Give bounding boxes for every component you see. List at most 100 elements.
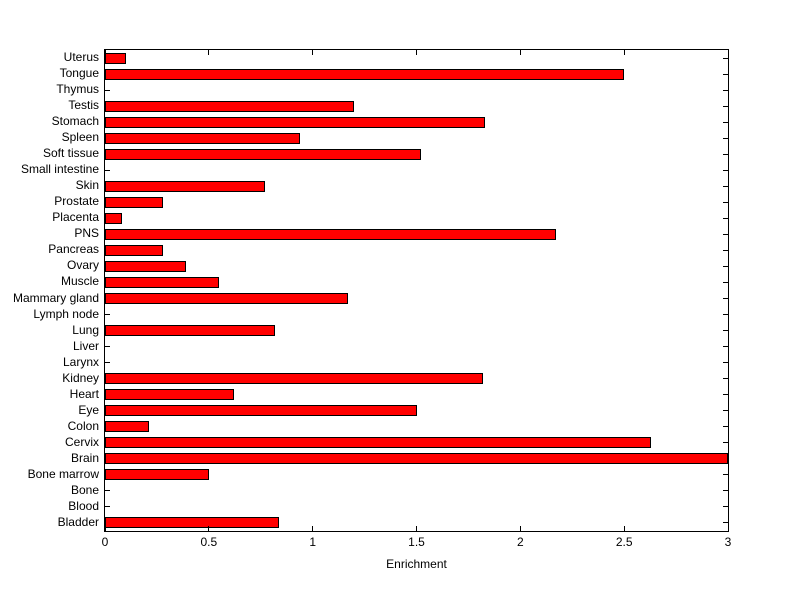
y-tick-mark — [723, 265, 728, 267]
bar-lung — [105, 325, 276, 337]
y-axis-category-label: Muscle — [60, 274, 99, 289]
bar-spleen — [105, 132, 301, 144]
x-tick-mark — [416, 526, 417, 531]
y-axis-category-label: Bone marrow — [27, 466, 99, 481]
y-tick-mark — [105, 314, 110, 316]
bar-bladder — [105, 517, 280, 529]
y-tick-mark — [105, 506, 110, 508]
y-axis-category-label: Prostate — [54, 194, 99, 209]
x-tick-mark — [104, 526, 106, 531]
x-tick-mark — [519, 526, 521, 531]
y-tick-mark — [105, 169, 110, 171]
y-axis-category-label: Ovary — [66, 258, 99, 273]
x-tick-mark — [208, 526, 210, 531]
y-axis-category-label: Uterus — [63, 50, 99, 65]
x-tick-mark — [623, 50, 625, 55]
x-tick-mark — [104, 50, 106, 55]
y-tick-mark — [723, 121, 728, 123]
y-tick-mark — [723, 378, 728, 380]
y-tick-mark — [723, 233, 728, 235]
y-tick-mark — [723, 330, 728, 332]
y-axis-category-label: Thymus — [56, 82, 99, 97]
y-axis-category-label: Lymph node — [33, 306, 99, 321]
x-axis-tick-label: 2.5 — [615, 535, 633, 549]
bar-tongue — [105, 68, 625, 80]
bar-skin — [105, 180, 265, 192]
y-tick-mark — [723, 522, 728, 524]
y-tick-mark — [723, 73, 728, 75]
y-tick-mark — [723, 169, 728, 171]
bar-bone-marrow — [105, 469, 209, 481]
y-tick-mark — [723, 57, 728, 59]
y-axis-category-label: Eye — [78, 402, 99, 417]
plot-area — [104, 49, 729, 532]
y-axis-category-label: Stomach — [51, 114, 99, 129]
bar-kidney — [105, 373, 483, 385]
y-axis-category-label: Tongue — [59, 66, 99, 81]
y-axis-labels: Uterus Tongue Thymus Testis Stomach Spleen Sof… — [0, 49, 99, 530]
y-axis-category-label: Liver — [72, 338, 99, 353]
x-axis-tick-label: 3 — [724, 535, 732, 549]
y-tick-mark — [723, 105, 728, 107]
y-tick-mark — [723, 298, 728, 300]
bar-muscle — [105, 276, 220, 288]
x-tick-mark — [208, 50, 210, 55]
x-axis-tick-labels: 0 0.5 1 1.5 2 2.5 3 — [102, 535, 732, 551]
x-axis-tick-label: 1.5 — [408, 535, 425, 549]
bar-testis — [105, 100, 355, 112]
bar-uterus — [105, 52, 126, 64]
x-axis-tick-label: 1 — [309, 535, 316, 549]
y-axis-category-label: Cervix — [64, 434, 99, 449]
y-axis-category-label: Mammary gland — [12, 290, 99, 305]
y-tick-mark — [723, 346, 728, 348]
y-tick-mark — [105, 89, 110, 91]
y-axis-category-label: PNS — [74, 226, 99, 241]
y-axis-category-label: Heart — [69, 386, 99, 401]
y-axis-category-label: Lung — [72, 322, 99, 337]
y-tick-mark — [723, 314, 728, 316]
y-axis-category-label: Bone — [70, 482, 99, 497]
y-axis-category-label: Blood — [68, 498, 99, 513]
y-tick-mark — [105, 490, 110, 492]
bar-ovary — [105, 260, 186, 272]
x-tick-mark — [727, 526, 729, 531]
x-axis-title: Enrichment — [386, 557, 447, 571]
bar-soft-tissue — [105, 148, 421, 160]
y-tick-mark — [723, 394, 728, 396]
bar-placenta — [105, 212, 122, 224]
y-axis-category-label: Small intestine — [20, 162, 99, 177]
bar-mammary-gland — [105, 293, 348, 305]
bar-heart — [105, 389, 234, 401]
x-tick-mark — [623, 526, 625, 531]
x-tick-mark — [519, 50, 521, 55]
x-tick-mark — [727, 50, 729, 55]
bar-stomach — [105, 116, 486, 128]
x-tick-mark — [416, 50, 417, 55]
y-tick-mark — [723, 442, 728, 444]
y-axis-category-label: Colon — [67, 418, 99, 433]
y-tick-mark — [723, 426, 728, 428]
y-tick-mark — [723, 281, 728, 283]
x-tick-mark — [312, 526, 314, 531]
y-axis-category-label: Brain — [70, 450, 99, 465]
y-tick-mark — [723, 185, 728, 187]
y-tick-mark — [723, 89, 728, 91]
y-axis-category-label: Testis — [68, 98, 99, 113]
bar-prostate — [105, 196, 164, 208]
y-axis-category-label: Larynx — [62, 354, 99, 369]
y-axis-category-label: Soft tissue — [42, 146, 99, 161]
y-tick-mark — [105, 346, 110, 348]
y-axis-category-label: Pancreas — [48, 242, 99, 257]
y-axis-category-label: Bladder — [57, 514, 99, 529]
y-tick-mark — [723, 490, 728, 492]
y-axis-category-label: Kidney — [62, 370, 99, 385]
y-tick-mark — [723, 201, 728, 203]
y-tick-mark — [723, 249, 728, 251]
y-tick-mark — [723, 217, 728, 219]
y-tick-mark — [723, 506, 728, 508]
y-axis-category-label: Placenta — [52, 210, 99, 225]
y-tick-mark — [723, 410, 728, 412]
y-tick-mark — [723, 137, 728, 139]
x-tick-mark — [312, 50, 314, 55]
